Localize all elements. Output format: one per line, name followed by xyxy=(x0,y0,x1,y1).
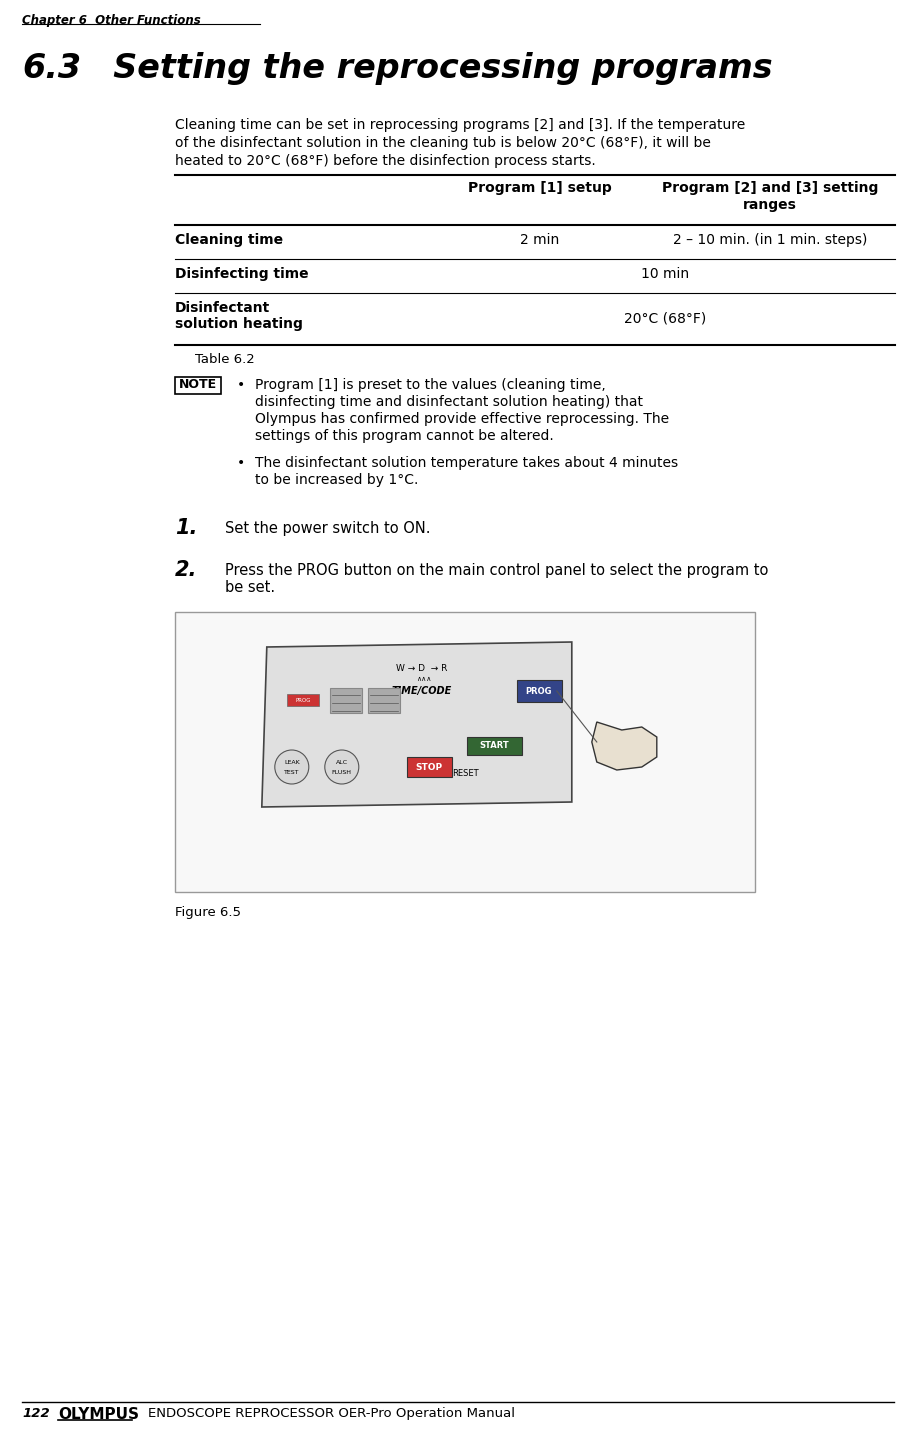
Bar xyxy=(407,757,452,777)
Text: Figure 6.5: Figure 6.5 xyxy=(175,906,241,919)
Text: Cleaning time can be set in reprocessing programs [2] and [3]. If the temperatur: Cleaning time can be set in reprocessing… xyxy=(175,118,746,132)
Text: FLUSH: FLUSH xyxy=(332,770,352,774)
Text: 122: 122 xyxy=(22,1407,49,1420)
Text: •: • xyxy=(237,379,245,391)
Text: to be increased by 1°C.: to be increased by 1°C. xyxy=(255,473,419,488)
Text: ENDOSCOPE REPROCESSOR OER-Pro Operation Manual: ENDOSCOPE REPROCESSOR OER-Pro Operation … xyxy=(148,1407,515,1420)
Text: STOP: STOP xyxy=(415,763,442,771)
Text: Program [1] is preset to the values (cleaning time,: Program [1] is preset to the values (cle… xyxy=(255,379,605,391)
Bar xyxy=(287,694,319,706)
Text: ∧∧∧: ∧∧∧ xyxy=(416,675,431,683)
Text: Disinfectant: Disinfectant xyxy=(175,301,270,315)
Text: TIME/CODE: TIME/CODE xyxy=(392,685,452,695)
Text: OLYMPUS: OLYMPUS xyxy=(58,1407,139,1423)
Text: settings of this program cannot be altered.: settings of this program cannot be alter… xyxy=(255,429,554,443)
Text: be set.: be set. xyxy=(225,579,275,595)
Bar xyxy=(175,612,755,892)
Bar xyxy=(467,737,522,754)
Text: solution heating: solution heating xyxy=(175,317,303,331)
Text: Disinfecting time: Disinfecting time xyxy=(175,267,309,281)
Text: 10 min: 10 min xyxy=(641,267,689,281)
Text: Cleaning time: Cleaning time xyxy=(175,232,283,247)
Bar xyxy=(368,688,399,713)
Text: PROG: PROG xyxy=(295,697,311,703)
Text: ALC: ALC xyxy=(336,760,348,764)
Text: Program [2] and [3] setting
ranges: Program [2] and [3] setting ranges xyxy=(662,181,878,212)
Text: 2.: 2. xyxy=(175,561,197,579)
Text: Table 6.2: Table 6.2 xyxy=(195,353,255,366)
Text: 2 – 10 min. (in 1 min. steps): 2 – 10 min. (in 1 min. steps) xyxy=(673,232,867,247)
Text: START: START xyxy=(479,741,508,750)
Text: of the disinfectant solution in the cleaning tub is below 20°C (68°F), it will b: of the disinfectant solution in the clea… xyxy=(175,136,711,151)
Circle shape xyxy=(325,750,359,784)
Polygon shape xyxy=(262,642,572,807)
Bar xyxy=(517,680,562,703)
Text: 20°C (68°F): 20°C (68°F) xyxy=(624,311,706,326)
Text: •: • xyxy=(237,456,245,470)
Text: Chapter 6  Other Functions: Chapter 6 Other Functions xyxy=(22,14,201,27)
Text: PROG: PROG xyxy=(526,687,552,695)
Circle shape xyxy=(275,750,309,784)
Text: heated to 20°C (68°F) before the disinfection process starts.: heated to 20°C (68°F) before the disinfe… xyxy=(175,153,595,168)
Text: 1.: 1. xyxy=(175,518,197,538)
Text: Setting the reprocessing programs: Setting the reprocessing programs xyxy=(90,52,772,85)
Text: LEAK: LEAK xyxy=(284,760,300,764)
Text: Press the PROG button on the main control panel to select the program to: Press the PROG button on the main contro… xyxy=(225,564,769,578)
Text: Olympus has confirmed provide effective reprocessing. The: Olympus has confirmed provide effective … xyxy=(255,412,669,426)
Bar xyxy=(175,377,221,394)
Text: RESET: RESET xyxy=(452,769,478,779)
Text: 2 min: 2 min xyxy=(520,232,560,247)
Text: 6.3: 6.3 xyxy=(22,52,82,85)
Text: TEST: TEST xyxy=(284,770,300,774)
Polygon shape xyxy=(592,721,657,770)
Text: The disinfectant solution temperature takes about 4 minutes: The disinfectant solution temperature ta… xyxy=(255,456,678,470)
Text: disinfecting time and disinfectant solution heating) that: disinfecting time and disinfectant solut… xyxy=(255,394,643,409)
Text: Program [1] setup: Program [1] setup xyxy=(468,181,612,195)
Text: Set the power switch to ON.: Set the power switch to ON. xyxy=(225,521,431,536)
Bar xyxy=(330,688,362,713)
Text: NOTE: NOTE xyxy=(179,379,217,391)
Text: W → D  → R: W → D → R xyxy=(396,664,448,673)
